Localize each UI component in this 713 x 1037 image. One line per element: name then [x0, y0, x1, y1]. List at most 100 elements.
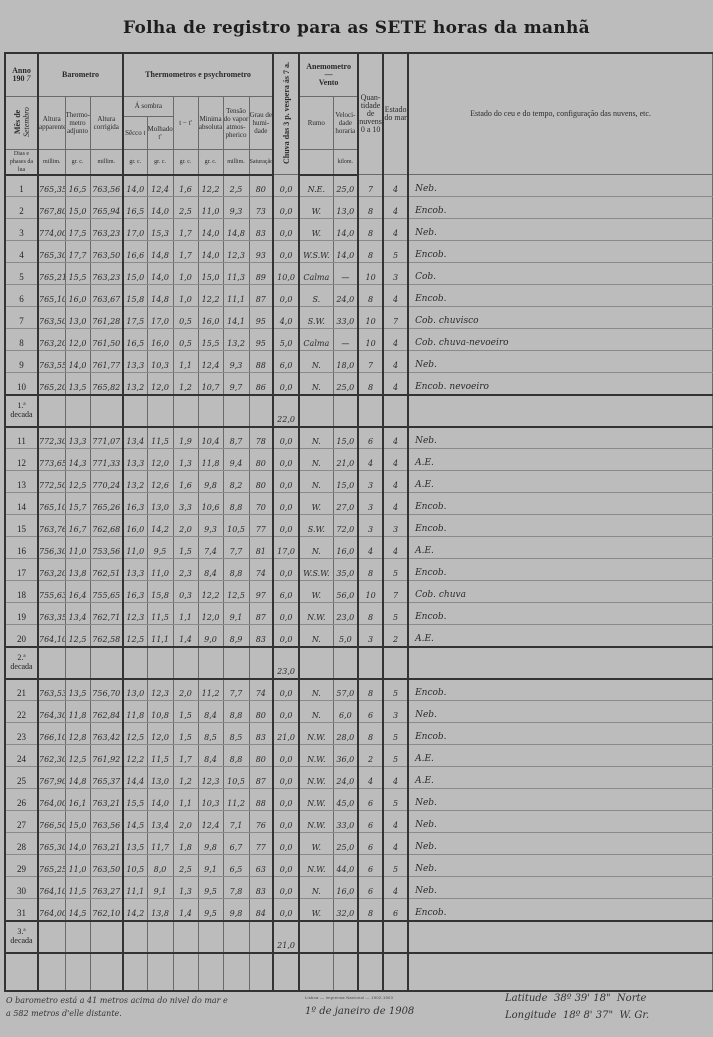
minima-cell: 11,0: [197, 196, 224, 219]
table-row: 24 762,30 12,5 761,92 12,2 11,5 1,7 8,4 8,8 80 0,0…: [4, 744, 713, 767]
rumo-cell: N.W.: [298, 788, 334, 811]
day-number: 17: [4, 558, 39, 581]
empty-cell: [407, 645, 713, 680]
altura-corrigida-cell: 763,50: [89, 854, 125, 877]
unit-label: kilom.: [332, 148, 360, 176]
empty-cell: [197, 645, 224, 680]
empty-cell: [298, 952, 334, 991]
estado-ceu-cell: A.E.: [407, 624, 713, 647]
rumo-cell: N.E.: [298, 174, 334, 197]
altura-corrigida-cell: 763,42: [89, 722, 125, 745]
thermometro-adjunto-cell: 16,4: [64, 580, 91, 603]
estado-mar-cell: 3: [382, 262, 410, 285]
minima-cell: 10,7: [197, 372, 224, 395]
minima-cell: 15,0: [197, 262, 224, 285]
altura-apparente-cell: 763,76: [37, 514, 66, 537]
thermometro-adjunto-cell: 15,0: [64, 810, 91, 833]
grau-humidade-cell: 80: [248, 174, 275, 197]
nuvens-cell: 6: [357, 810, 385, 833]
empty-cell: [122, 952, 148, 991]
thermometro-adjunto-cell: 12,5: [64, 744, 91, 767]
table-row: 8 763,20 12,0 761,50 16,5 16,0 0,5 15,5 13,2 95 5,…: [4, 328, 713, 351]
estado-mar-cell: 5: [382, 678, 410, 701]
nuvens-cell: 8: [357, 196, 385, 219]
empty-cell: [4, 952, 39, 991]
day-number: 25: [4, 766, 39, 789]
grau-humidade-cell: 95: [248, 328, 275, 351]
nuvens-cell: 10: [357, 328, 385, 351]
chuva-cell: 0,0: [272, 788, 301, 811]
rumo-cell: S.W.: [298, 306, 334, 329]
altura-corrigida-cell: 762,71: [89, 602, 125, 625]
velocidade-cell: 44,0: [332, 854, 360, 877]
estado-mar-cell: 5: [382, 744, 410, 767]
grau-humidade-cell: 73: [248, 196, 275, 219]
altura-apparente-cell: 763,50: [37, 306, 66, 329]
rumo-cell: N.W.: [298, 854, 334, 877]
altura-corrigida-cell: 761,28: [89, 306, 125, 329]
secco-cell: 14,0: [122, 174, 148, 197]
minima-cell: 12,2: [197, 580, 224, 603]
day-number: 18: [4, 580, 39, 603]
estado-mar-cell: 4: [382, 350, 410, 373]
estado-mar-cell: 4: [382, 832, 410, 855]
thermometro-adjunto-cell: 12,8: [64, 722, 91, 745]
estado-ceu-cell: Neb.: [407, 350, 713, 373]
nuvens-cell: 8: [357, 558, 385, 581]
t-diff-cell: 2,0: [172, 514, 199, 537]
grau-humidade-cell: 77: [248, 514, 275, 537]
decade-row: 1.ª decada 22,0: [4, 393, 713, 428]
table-row: 29 765,25 11,0 763,50 10,5 8,0 2,5 9,1 6,5 63 0,0 N…: [4, 854, 713, 877]
estado-ceu-cell: Neb.: [407, 876, 713, 899]
estado-mar-cell: 5: [382, 722, 410, 745]
tensao-cell: 6,5: [222, 854, 250, 877]
secco-cell: 13,2: [122, 470, 148, 493]
thermometro-adjunto-cell: 13,5: [64, 372, 91, 395]
chuva-cell: 0,0: [272, 448, 301, 471]
molhado-cell: 12,0: [146, 448, 174, 471]
empty-cell: [89, 393, 125, 428]
chuva-cell: 0,0: [272, 174, 301, 197]
empty-cell: [357, 952, 385, 991]
chuva-cell: 17,0: [272, 536, 301, 559]
tensao-cell: 12,5: [222, 580, 250, 603]
estado-mar-cell: 4: [382, 448, 410, 471]
secco-cell: 16,5: [122, 196, 148, 219]
chuva-cell: 0,0: [272, 624, 301, 647]
empty-cell: [172, 952, 199, 991]
estado-ceu-cell: Cob. chuva-nevoeiro: [407, 328, 713, 351]
altura-corrigida-cell: 763,50: [89, 240, 125, 263]
decade-row: 3.ª decada 21,0: [4, 919, 713, 954]
altura-apparente-cell: 763,35: [37, 602, 66, 625]
tensao-cell: 10,5: [222, 514, 250, 537]
estado-mar-cell: 4: [382, 372, 410, 395]
altura-apparente-cell: 766,50: [37, 810, 66, 833]
empty-cell: [89, 645, 125, 680]
velocidade-cell: 15,0: [332, 426, 360, 449]
empty-cell: [222, 952, 250, 991]
secco-cell: 13,5: [122, 832, 148, 855]
rumo-cell: N.: [298, 536, 334, 559]
empty-cell: [146, 919, 174, 954]
secco-cell: 13,4: [122, 426, 148, 449]
unit-label: millim.: [222, 148, 250, 176]
estado-mar-cell: 4: [382, 470, 410, 493]
nuvens-cell: 4: [357, 536, 385, 559]
rumo-cell: W.: [298, 218, 334, 241]
day-number: 16: [4, 536, 39, 559]
rumo-cell: W.: [298, 580, 334, 603]
thermometro-adjunto-cell: 13,3: [64, 426, 91, 449]
minima-cell: 9,0: [197, 624, 224, 647]
day-number: 21: [4, 678, 39, 701]
table-row: 19 763,35 13,4 762,71 12,3 11,5 1,1 12,0 9,1 87 0,…: [4, 602, 713, 625]
tensao-cell: 9,3: [222, 196, 250, 219]
altura-corrigida-cell: 771,07: [89, 426, 125, 449]
chuva-cell: 5,0: [272, 328, 301, 351]
day-number: 8: [4, 328, 39, 351]
altura-corrigida-cell: 761,50: [89, 328, 125, 351]
decade-chuva-total: 23,0: [272, 645, 301, 680]
molhado-cell: 11,5: [146, 426, 174, 449]
velocidade-cell: 15,0: [332, 470, 360, 493]
empty-cell: [332, 952, 360, 991]
thermometro-adjunto-cell: 14,8: [64, 766, 91, 789]
